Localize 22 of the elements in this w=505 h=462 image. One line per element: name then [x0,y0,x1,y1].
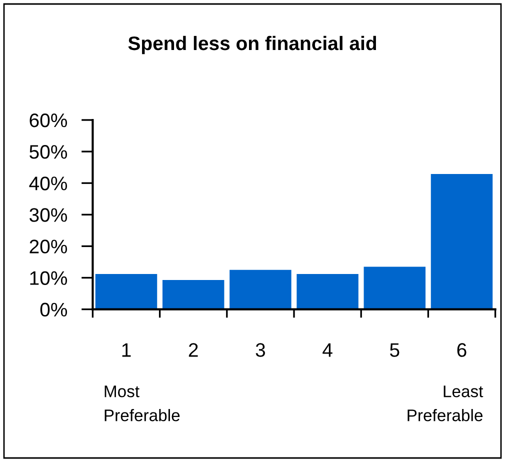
y-tick-label: 0% [40,302,68,317]
y-tick-label: 40% [29,176,68,190]
bar [296,274,358,310]
y-tick-label: 20% [30,240,68,254]
x-tick-label: 1 [122,343,131,357]
text: Least Preferable [408,386,484,422]
y-tick-label: 50% [30,145,68,159]
x-tick-label: 2 [188,343,198,357]
y-tick-label: 60% [30,113,68,128]
bar [162,280,224,310]
chart-title: Spend less on financial aid [128,36,376,54]
bar [430,174,493,310]
bar [95,274,158,310]
x-tick-label: 4 [322,343,332,357]
x-tick-label: 5 [390,343,400,357]
x-tick-label: 6 [457,343,466,357]
bar [364,266,426,310]
y-tick-label: 10% [30,271,68,285]
x-tick-label: 3 [256,343,266,357]
y-tick-label: 30% [30,208,68,222]
bar [230,270,292,310]
text: Most Preferable [104,386,180,422]
